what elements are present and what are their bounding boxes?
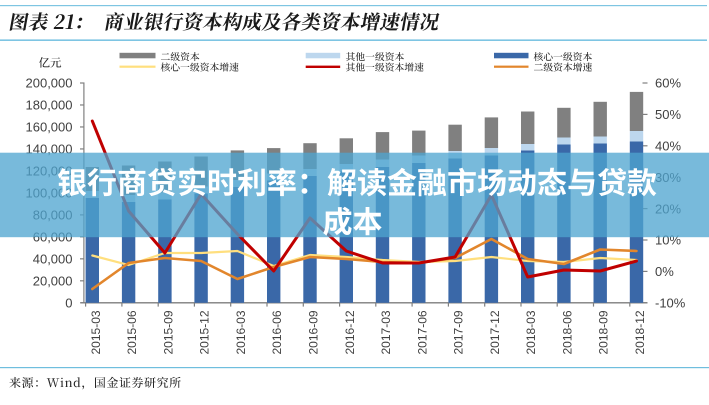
svg-text:2015-03: 2015-03 [89, 310, 103, 354]
svg-text:0%: 0% [655, 264, 674, 279]
svg-text:2016-06: 2016-06 [270, 310, 284, 354]
svg-text:50%: 50% [655, 107, 681, 122]
svg-text:2017-06: 2017-06 [415, 310, 429, 354]
svg-text:60%: 60% [655, 76, 681, 91]
svg-text:2017-09: 2017-09 [452, 310, 466, 354]
svg-text:2018-12: 2018-12 [633, 310, 647, 354]
svg-text:2018-06: 2018-06 [560, 310, 574, 354]
svg-text:2018-03: 2018-03 [524, 310, 538, 354]
svg-text:2016-09: 2016-09 [307, 310, 321, 354]
svg-text:2015-12: 2015-12 [198, 310, 212, 354]
svg-text:2017-12: 2017-12 [488, 310, 502, 354]
svg-text:20,000: 20,000 [33, 273, 73, 288]
svg-text:2015-06: 2015-06 [125, 310, 139, 354]
svg-text:2017-03: 2017-03 [379, 310, 393, 354]
svg-text:40%: 40% [655, 139, 681, 154]
svg-text:0: 0 [65, 295, 72, 310]
svg-text:40,000: 40,000 [33, 251, 73, 266]
svg-text:200,000: 200,000 [26, 76, 73, 91]
svg-text:2016-12: 2016-12 [343, 310, 357, 354]
svg-text:-10%: -10% [655, 296, 686, 311]
svg-text:180,000: 180,000 [26, 98, 73, 113]
svg-text:2015-09: 2015-09 [161, 310, 175, 354]
svg-text:160,000: 160,000 [26, 120, 73, 135]
svg-text:2016-03: 2016-03 [234, 310, 248, 354]
svg-text:2018-09: 2018-09 [597, 310, 611, 354]
